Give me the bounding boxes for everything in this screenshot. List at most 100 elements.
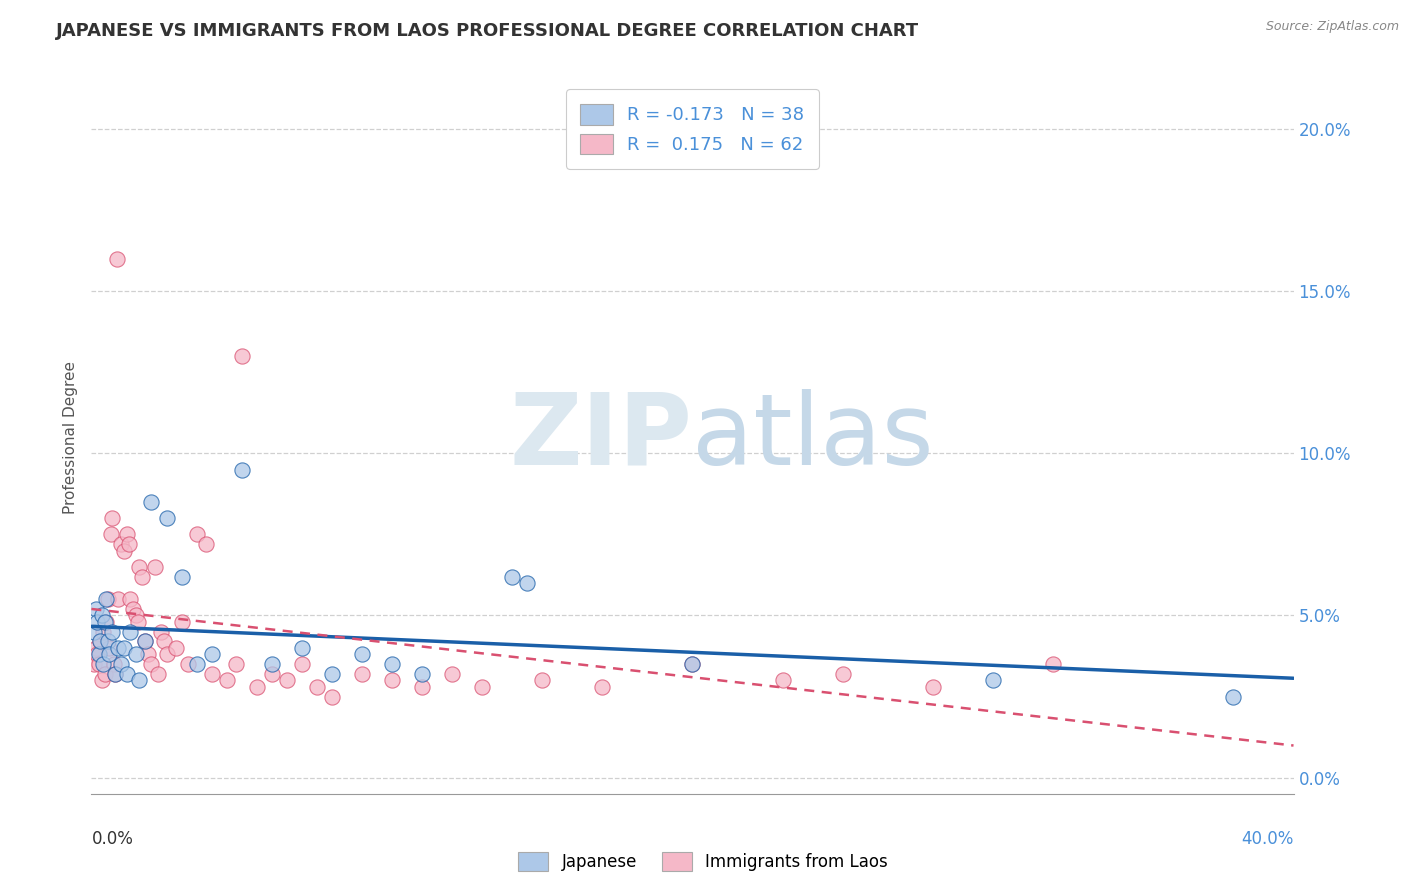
- Point: [105, 252, 128, 266]
- Point: [381, 657, 404, 672]
- Point: [97, 634, 120, 648]
- Point: [516, 576, 538, 591]
- Point: [94, 615, 117, 629]
- Point: [87, 648, 110, 662]
- Point: [305, 680, 328, 694]
- Point: [231, 349, 253, 363]
- Point: [321, 690, 343, 704]
- Point: [186, 657, 208, 672]
- Point: [260, 666, 283, 681]
- Point: [225, 657, 247, 672]
- Point: [350, 666, 373, 681]
- Point: [93, 657, 115, 672]
- Point: [350, 648, 373, 662]
- Point: [87, 657, 110, 672]
- Point: [96, 592, 118, 607]
- Point: [201, 666, 224, 681]
- Point: [441, 666, 464, 681]
- Point: [128, 673, 150, 688]
- Point: [176, 657, 198, 672]
- Point: [152, 634, 174, 648]
- Point: [120, 592, 142, 607]
- Point: [101, 624, 124, 639]
- Point: [131, 569, 153, 583]
- Point: [411, 666, 433, 681]
- Point: [120, 624, 142, 639]
- Point: [231, 462, 253, 476]
- Point: [83, 624, 105, 639]
- Point: [98, 648, 121, 662]
- Point: [591, 680, 613, 694]
- Point: [321, 666, 343, 681]
- Point: [125, 608, 148, 623]
- Text: ZIP: ZIP: [509, 389, 692, 485]
- Point: [117, 527, 139, 541]
- Text: JAPANESE VS IMMIGRANTS FROM LAOS PROFESSIONAL DEGREE CORRELATION CHART: JAPANESE VS IMMIGRANTS FROM LAOS PROFESS…: [56, 22, 920, 40]
- Point: [110, 657, 132, 672]
- Point: [84, 602, 107, 616]
- Point: [127, 615, 149, 629]
- Point: [134, 634, 156, 648]
- Point: [411, 680, 433, 694]
- Point: [186, 527, 208, 541]
- Point: [94, 666, 117, 681]
- Point: [107, 640, 129, 655]
- Point: [141, 657, 163, 672]
- Point: [122, 602, 145, 616]
- Text: 40.0%: 40.0%: [1241, 830, 1294, 847]
- Point: [155, 511, 177, 525]
- Point: [125, 648, 148, 662]
- Point: [100, 527, 122, 541]
- Point: [471, 680, 494, 694]
- Point: [531, 673, 554, 688]
- Point: [165, 640, 187, 655]
- Point: [86, 648, 108, 662]
- Point: [501, 569, 523, 583]
- Point: [90, 673, 112, 688]
- Point: [772, 673, 794, 688]
- Point: [97, 592, 120, 607]
- Text: 0.0%: 0.0%: [91, 830, 134, 847]
- Point: [276, 673, 298, 688]
- Point: [1042, 657, 1064, 672]
- Point: [114, 640, 136, 655]
- Point: [170, 569, 193, 583]
- Point: [103, 657, 125, 672]
- Point: [246, 680, 269, 694]
- Point: [89, 634, 111, 648]
- Point: [381, 673, 404, 688]
- Point: [215, 673, 238, 688]
- Point: [128, 559, 150, 574]
- Point: [107, 592, 129, 607]
- Point: [291, 657, 314, 672]
- Point: [831, 666, 853, 681]
- Point: [681, 657, 703, 672]
- Point: [117, 666, 139, 681]
- Point: [93, 624, 115, 639]
- Point: [90, 608, 112, 623]
- Point: [291, 640, 314, 655]
- Point: [681, 657, 703, 672]
- Point: [96, 615, 118, 629]
- Point: [110, 537, 132, 551]
- Point: [155, 648, 177, 662]
- Point: [89, 634, 111, 648]
- Point: [981, 673, 1004, 688]
- Point: [170, 615, 193, 629]
- Point: [104, 666, 127, 681]
- Point: [922, 680, 945, 694]
- Point: [194, 537, 217, 551]
- Point: [101, 511, 124, 525]
- Point: [149, 624, 172, 639]
- Text: Source: ZipAtlas.com: Source: ZipAtlas.com: [1265, 20, 1399, 33]
- Point: [201, 648, 224, 662]
- Point: [84, 640, 107, 655]
- Legend: Japanese, Immigrants from Laos: Japanese, Immigrants from Laos: [510, 843, 896, 880]
- Point: [138, 648, 160, 662]
- Point: [1222, 690, 1244, 704]
- Text: atlas: atlas: [692, 389, 934, 485]
- Point: [134, 634, 156, 648]
- Point: [104, 666, 127, 681]
- Point: [143, 559, 166, 574]
- Point: [118, 537, 141, 551]
